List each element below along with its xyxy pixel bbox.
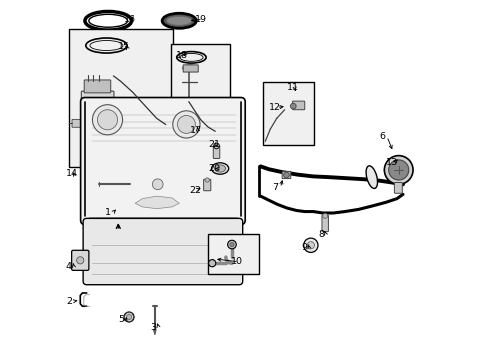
Ellipse shape [366,166,377,189]
Text: 14: 14 [66,169,78,178]
Circle shape [208,260,215,267]
Circle shape [303,238,317,252]
FancyBboxPatch shape [282,171,290,179]
Text: 5: 5 [118,315,124,324]
Circle shape [172,111,200,138]
Text: 4: 4 [66,262,72,271]
Ellipse shape [211,163,228,174]
FancyBboxPatch shape [171,44,230,167]
Ellipse shape [183,65,197,71]
FancyBboxPatch shape [81,98,244,225]
Circle shape [124,312,134,322]
FancyBboxPatch shape [231,250,247,268]
FancyBboxPatch shape [72,250,89,270]
Text: 3: 3 [150,323,156,332]
Text: 7: 7 [272,183,278,192]
Circle shape [177,116,195,134]
FancyBboxPatch shape [394,183,402,193]
Circle shape [388,160,408,180]
Ellipse shape [163,123,172,130]
FancyBboxPatch shape [179,111,201,117]
Text: 17: 17 [190,126,202,135]
Circle shape [236,256,243,262]
FancyBboxPatch shape [207,234,258,274]
Circle shape [77,257,83,264]
Circle shape [227,240,236,249]
Circle shape [97,110,117,130]
FancyBboxPatch shape [84,80,110,93]
Circle shape [229,242,234,247]
Text: 12: 12 [268,103,280,112]
Ellipse shape [162,13,196,28]
Polygon shape [153,330,156,335]
FancyBboxPatch shape [83,219,242,285]
FancyBboxPatch shape [321,215,328,231]
Text: 2: 2 [66,297,72,306]
Polygon shape [135,196,179,209]
Text: 19: 19 [195,15,206,24]
Ellipse shape [214,165,225,172]
Text: 13: 13 [386,158,397,167]
FancyBboxPatch shape [72,120,81,127]
FancyBboxPatch shape [69,30,172,167]
Circle shape [204,178,209,182]
Text: 21: 21 [207,140,220,149]
Text: 11: 11 [286,83,298,92]
Circle shape [152,179,163,190]
Circle shape [384,156,412,184]
Ellipse shape [89,14,127,27]
Text: 15: 15 [118,42,130,51]
Text: 8: 8 [317,230,324,239]
Text: 6: 6 [378,132,384,141]
Circle shape [126,315,131,319]
Text: 18: 18 [176,51,188,60]
Ellipse shape [213,130,223,136]
Text: 9: 9 [301,243,306,252]
Circle shape [283,172,289,178]
FancyBboxPatch shape [81,91,114,134]
FancyBboxPatch shape [263,82,313,145]
FancyBboxPatch shape [203,179,210,191]
FancyBboxPatch shape [183,65,198,72]
FancyBboxPatch shape [213,145,219,158]
FancyBboxPatch shape [292,101,304,110]
Text: 1: 1 [104,208,110,217]
Circle shape [290,103,296,109]
Circle shape [306,242,314,249]
Circle shape [92,105,122,135]
Text: 22: 22 [188,185,201,194]
Circle shape [322,213,327,219]
Circle shape [213,143,219,149]
Text: 16: 16 [124,15,136,24]
Text: 20: 20 [207,164,220,173]
Ellipse shape [166,16,192,26]
Text: 10: 10 [230,257,243,266]
